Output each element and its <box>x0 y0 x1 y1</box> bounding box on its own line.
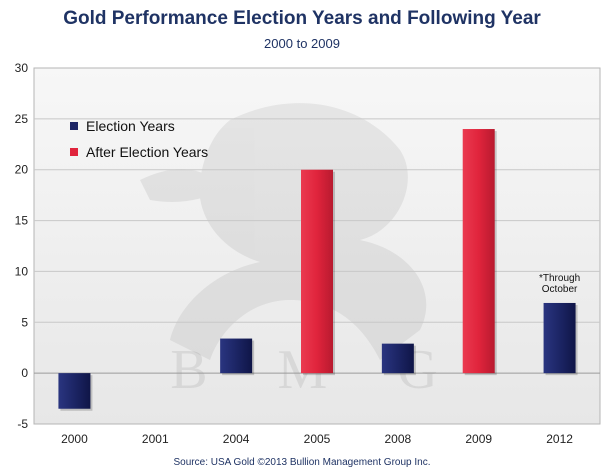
chart-subtitle: 2000 to 2009 <box>264 36 340 51</box>
y-tick-label: 5 <box>21 315 28 329</box>
bar-2005 <box>301 169 333 374</box>
x-tick-label: 2008 <box>385 432 412 446</box>
y-tick-label: 25 <box>15 112 29 126</box>
bar-2012 <box>543 302 576 374</box>
bar-2004 <box>220 338 253 374</box>
watermark <box>140 103 427 360</box>
x-tick-label: 2001 <box>142 432 169 446</box>
y-tick-label: 20 <box>15 163 29 177</box>
y-tick-label: 15 <box>15 214 29 228</box>
x-tick-label: 2012 <box>546 432 573 446</box>
x-tick-label: 2004 <box>223 432 250 446</box>
annotation-text: *Through <box>539 273 580 284</box>
bar-2008 <box>381 343 414 374</box>
legend-swatch <box>70 148 78 156</box>
x-tick-label: 2009 <box>465 432 492 446</box>
bar-2000 <box>58 373 91 409</box>
annotation-text: October <box>542 284 578 295</box>
legend-label: After Election Years <box>86 144 208 160</box>
x-tick-label: 2005 <box>304 432 331 446</box>
y-tick-label: 0 <box>21 366 28 380</box>
y-tick-label: 10 <box>15 264 29 278</box>
bar-2009 <box>462 129 495 374</box>
chart-title: Gold Performance Election Years and Foll… <box>63 8 541 29</box>
legend-swatch <box>70 122 78 130</box>
y-tick-label: 30 <box>15 61 29 75</box>
legend-label: Election Years <box>86 118 175 134</box>
x-tick-label: 2000 <box>61 432 88 446</box>
y-tick-label: -5 <box>17 417 28 431</box>
source-note: Source: USA Gold ©2013 Bullion Managemen… <box>173 457 431 468</box>
